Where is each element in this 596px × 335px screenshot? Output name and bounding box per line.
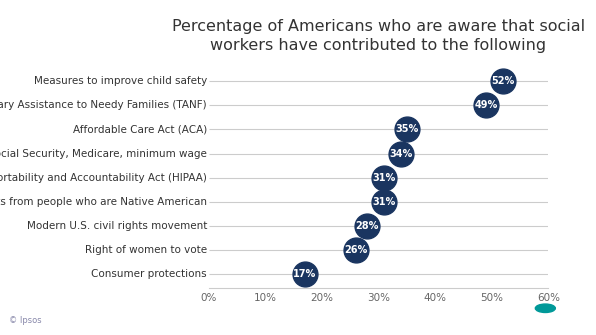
Text: 34%: 34%	[389, 148, 413, 158]
Text: 28%: 28%	[355, 221, 379, 230]
Text: 31%: 31%	[372, 197, 396, 207]
Text: Affordable Care Act (ACA): Affordable Care Act (ACA)	[73, 125, 207, 134]
Text: Right of women to vote: Right of women to vote	[85, 245, 207, 255]
Point	[362, 223, 372, 228]
Point	[351, 247, 361, 252]
Text: © Ipsos: © Ipsos	[9, 316, 42, 325]
Point	[379, 175, 389, 180]
Text: Health Insurance Portability and Accountability Act (HIPAA): Health Insurance Portability and Account…	[0, 173, 207, 183]
Point	[396, 151, 406, 156]
Text: 49%: 49%	[474, 100, 498, 111]
Text: Temporary Assistance to Needy Families (TANF): Temporary Assistance to Needy Families (…	[0, 100, 207, 111]
Point	[300, 271, 310, 276]
Text: Modern U.S. civil rights movement: Modern U.S. civil rights movement	[27, 221, 207, 230]
Point	[498, 79, 508, 84]
Text: 26%: 26%	[344, 245, 368, 255]
Point	[402, 127, 411, 132]
Text: Measures to improve child safety: Measures to improve child safety	[33, 76, 207, 86]
Circle shape	[530, 302, 561, 315]
Title: Percentage of Americans who are aware that social
workers have contributed to th: Percentage of Americans who are aware th…	[172, 18, 585, 53]
Text: Ipsos: Ipsos	[530, 318, 561, 327]
Text: 31%: 31%	[372, 173, 396, 183]
Text: Improved rights from people who are Native American: Improved rights from people who are Nati…	[0, 197, 207, 207]
Circle shape	[535, 304, 555, 313]
Text: 52%: 52%	[491, 76, 515, 86]
Text: 17%: 17%	[293, 269, 316, 279]
Text: Consumer protections: Consumer protections	[91, 269, 207, 279]
Point	[482, 103, 491, 108]
Point	[379, 199, 389, 204]
Text: Social Security, Medicare, minimum wage: Social Security, Medicare, minimum wage	[0, 148, 207, 158]
Text: 35%: 35%	[395, 125, 418, 134]
